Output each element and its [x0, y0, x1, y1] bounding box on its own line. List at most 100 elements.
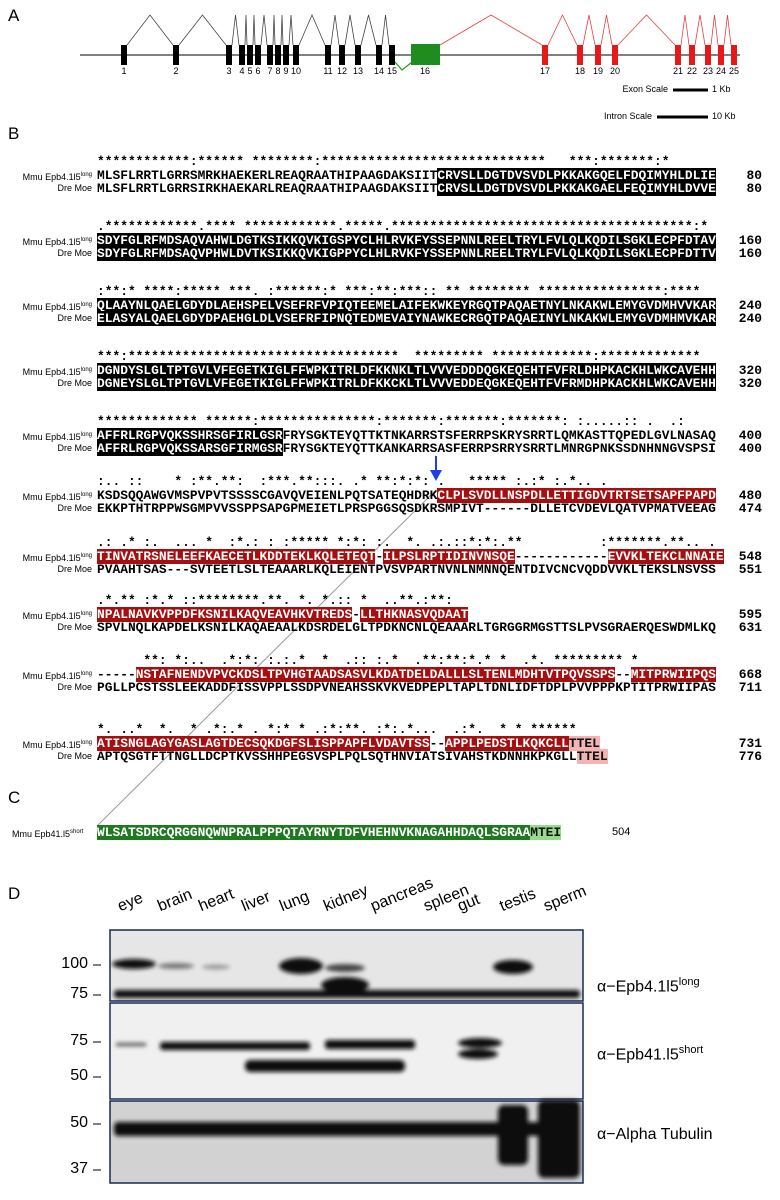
residue-segment: PVAAHTSAS---SVTEETLSLTEAAARLKQLEIENTPVSV… [97, 562, 716, 577]
sequence: APTQSGTFTTNGLLDCPTKVSSHHPEGSVSPLPQLSQTHN… [97, 749, 608, 764]
exon-label: 4 [239, 66, 245, 76]
position-number: 80 [746, 168, 762, 183]
sequence-name: Dre Moe [0, 681, 92, 694]
position-number: 320 [738, 363, 762, 378]
sequence-name: Dre Moe [0, 750, 92, 763]
name: Dre Moe [57, 564, 92, 574]
position-number: 400 [738, 441, 762, 456]
residue-segment: ATISNGLAGYGASLAGTDECSQKDGFSLISPPAPFLVDAV… [97, 736, 430, 751]
intron [439, 14, 543, 46]
exon [247, 45, 253, 65]
sequence-name: Mmu Epb4.1l5long [0, 169, 92, 184]
residue-segment: AFFRLRGPVQKSSARSGFIRMGSR [97, 441, 283, 456]
sequence: WLSATSDRCQRGGNQWNPRALPPPQTAYRNYTDFVHEHNV… [97, 825, 562, 840]
sequence-name: Mmu Epb41.l5short [12, 826, 83, 841]
consensus: .: .* :. ... * :*.: : :***** *:*: :. *. … [97, 535, 716, 550]
exon-label: 6 [255, 66, 261, 76]
exon-label: 5 [247, 66, 253, 76]
exon-label: 16 [419, 66, 430, 76]
residue-segment: ----- [97, 667, 136, 682]
position-number: 551 [738, 562, 762, 577]
sequence-name: Mmu Epb4.1l5long [0, 668, 92, 683]
sequence-name: Dre Moe [0, 621, 92, 634]
name: Dre Moe [57, 503, 92, 513]
antibody: α−Alpha Tubulin [597, 1126, 713, 1143]
residue-segment: WLSATSDRCQRGGNQWNPRALPPPQTAYRNYTDFVHEHNV… [97, 825, 531, 840]
name: Mmu Epb4.1l5 [22, 237, 81, 247]
exon [339, 45, 345, 65]
position-number: 160 [738, 246, 762, 261]
residue-segment: EKKPTHTRPPWSGMPVVSSPPSAPGPMEIETLPRSPGGSQ… [97, 501, 716, 516]
exon [173, 45, 179, 65]
intron [298, 13, 326, 46]
antibody: α−Epb4.1l5 [597, 978, 679, 996]
antibody-superscript: short [678, 1044, 704, 1056]
intron [680, 14, 690, 46]
sequence: AFFRLRGPVQKSSHRSGFIRLGSRFRYSGKTEYQTTKTNK… [97, 428, 716, 443]
sequence: MLSFLRRTLGRRSMRKHAEKERLREAQRAATHIPAAGDAK… [97, 168, 716, 183]
isoform-connector [96, 489, 437, 827]
name-superscript: short [70, 829, 84, 835]
panel-label: D [8, 884, 21, 903]
exon [542, 45, 548, 65]
name-superscript: long [80, 432, 92, 438]
name-superscript: long [80, 302, 92, 308]
exon [705, 45, 711, 65]
consensus: *. ..* *. * .*:.* . *:* * .:*:**. :*:.*.… [97, 722, 577, 737]
exon-label: 22 [686, 66, 697, 76]
residue-segment: - [375, 549, 384, 564]
position-number: 711 [738, 680, 762, 695]
intron [344, 14, 356, 46]
exon [577, 45, 583, 65]
exon [293, 45, 299, 65]
residue-segment: CLPLSVDLLNSPDLLETTIGDVTRTSETSAPFPAPD [437, 488, 716, 503]
exon [275, 45, 281, 65]
marker-label: 100 [61, 955, 88, 972]
exon-label: 19 [592, 66, 603, 76]
name: Mmu Epb4.1l5 [22, 367, 81, 377]
position-number: 668 [738, 667, 762, 682]
intron [381, 14, 390, 46]
residue-segment: AFFRLRGPVQKSSHRSGFIRLGSR [97, 428, 283, 443]
consensus: .************.**** ************.*****.**… [97, 219, 709, 234]
sequence-name: Mmu Epb4.1l5long [0, 429, 92, 444]
sequence: NPALNAVKVPPDFKSNILKAQVEAVHKVTREDS-LLTHKN… [97, 607, 469, 622]
sequence: SDYFGLRFMDSAQVPHWLDVTKSIKKQVKIGPPYCLHLRV… [97, 246, 716, 261]
sequence: -----NSTAFNENDVPVCKDSLTPVHGTAADSASVLKDAT… [97, 667, 716, 682]
intron [231, 14, 240, 46]
antibody-superscript: long [678, 976, 700, 988]
exon [595, 45, 601, 65]
residue-segment: KSDSQQAWGVMSPVPVTSSSSCGAVQVEIENLPQTSATEQ… [97, 488, 438, 503]
intron [600, 14, 613, 46]
sequence: MLSFLRRTLGRRSIRKHAEKARLREAQRAATHIPAAGDAK… [97, 181, 716, 196]
sequence-name: Mmu Epb4.1l5long [0, 489, 92, 504]
residue-segment: -- [615, 667, 631, 682]
antibody-label: α−Epb41.l5short [597, 1044, 703, 1064]
residue-segment: - [352, 607, 361, 622]
exon [239, 45, 245, 65]
name-superscript: long [80, 671, 92, 677]
exon [283, 45, 289, 65]
position-number: 240 [738, 298, 762, 313]
intron [280, 14, 284, 46]
name-superscript: long [80, 172, 92, 178]
intron [126, 14, 174, 46]
sequence-name: Mmu Epb4.1l5long [0, 364, 92, 379]
name: Dre Moe [57, 682, 92, 692]
antibody-label: α−Alpha Tubulin [597, 1126, 713, 1144]
sequence: KSDSQQAWGVMSPVPVTSSSSCGAVQVEIENLPQTSATEQ… [97, 488, 716, 503]
name: Mmu Epb4.1l5 [22, 740, 81, 750]
exon [411, 44, 440, 65]
exon [325, 45, 331, 65]
exon-label: 1 [121, 66, 127, 76]
intron [723, 14, 732, 46]
scale-length: 10 Kb [712, 111, 736, 121]
exon [675, 45, 681, 65]
antibody-label: α−Epb4.1l5long [597, 976, 700, 996]
position-number: 320 [738, 376, 762, 391]
residue-segment: DGNDYSLGLTPTGVLVFEGETKIGLFFWPKITRLDFKKNK… [97, 363, 716, 378]
position-number: 474 [738, 501, 762, 516]
exon [718, 45, 724, 65]
residue-segment: APTQSGTFTTNGLLDCPTKVSSHHPEGSVSPLPQLSQTHN… [97, 749, 577, 764]
